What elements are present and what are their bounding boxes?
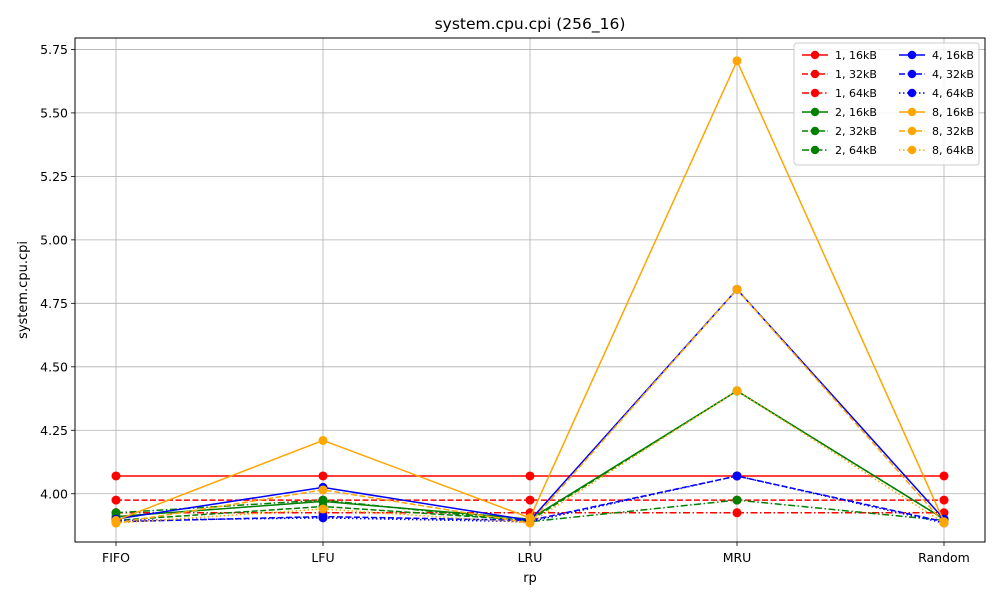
data-point: [318, 504, 328, 514]
legend-marker: [907, 145, 917, 155]
legend-entry: 1, 64kB: [802, 87, 877, 100]
legend-entry: 2, 32kB: [802, 125, 877, 138]
legend-entry: 8, 16kB: [899, 106, 974, 119]
x-tick-label: MRU: [723, 550, 752, 565]
legend-marker: [810, 88, 820, 98]
legend-label: 1, 64kB: [835, 87, 877, 100]
data-point: [732, 471, 742, 481]
y-tick-label: 4.25: [40, 423, 68, 438]
data-point: [318, 485, 328, 495]
x-axis-label: rp: [523, 571, 537, 586]
y-tick-label: 4.50: [40, 359, 68, 374]
legend-entry: 4, 16kB: [899, 49, 974, 62]
data-point: [318, 495, 328, 505]
legend-label: 8, 64kB: [932, 144, 974, 157]
series-layer: [111, 56, 949, 528]
y-axis-label: system.cpu.cpi: [16, 241, 31, 339]
chart-title: system.cpu.cpi (256_16): [435, 15, 626, 34]
legend-entry: 2, 64kB: [802, 144, 877, 157]
data-point: [111, 508, 121, 518]
x-tick-label: Random: [918, 550, 970, 565]
data-point: [525, 471, 535, 481]
legend-marker: [810, 107, 820, 117]
series-line: [115, 475, 945, 524]
data-point: [525, 518, 535, 528]
legend-label: 8, 32kB: [932, 125, 974, 138]
legend-label: 1, 16kB: [835, 49, 877, 62]
y-axis: 4.00 4.25 4.50 4.75 5.00 5.25 5.50 5.75: [40, 42, 75, 501]
data-point: [939, 495, 949, 505]
legend-label: 2, 32kB: [835, 125, 877, 138]
legend-box: [793, 42, 980, 166]
x-tick-label: LRU: [518, 550, 543, 565]
legend: 1, 16kB 1, 32kB 1, 64kB 2, 16kB 2, 32kB 2, 64…: [793, 42, 980, 166]
y-tick-label: 5.50: [40, 105, 68, 120]
legend-label: 2, 64kB: [835, 144, 877, 157]
legend-entry: 8, 32kB: [899, 125, 974, 138]
data-point: [732, 386, 742, 396]
legend-label: 8, 16kB: [932, 106, 974, 119]
data-point: [939, 471, 949, 481]
legend-entry: 4, 64kB: [899, 87, 974, 100]
data-point: [318, 435, 328, 445]
series-line: [115, 475, 945, 523]
legend-label: 4, 16kB: [932, 49, 974, 62]
legend-label: 1, 32kB: [835, 68, 877, 81]
legend-marker: [810, 50, 820, 60]
legend-marker: [810, 69, 820, 79]
data-point: [732, 56, 742, 66]
legend-marker: [907, 69, 917, 79]
data-point: [525, 495, 535, 505]
legend-marker: [810, 126, 820, 136]
data-point: [318, 471, 328, 481]
legend-marker: [907, 88, 917, 98]
legend-marker: [907, 126, 917, 136]
data-point: [732, 284, 742, 294]
y-tick-label: 5.75: [40, 42, 68, 57]
data-point: [732, 495, 742, 505]
data-point: [318, 513, 328, 523]
data-point: [732, 508, 742, 518]
legend-entry: 8, 64kB: [899, 144, 974, 157]
legend-marker: [810, 145, 820, 155]
legend-marker: [907, 50, 917, 60]
data-point: [111, 518, 121, 528]
y-tick-label: 5.00: [40, 232, 68, 247]
series-12: [111, 386, 949, 528]
data-point: [111, 495, 121, 505]
legend-entry: 1, 16kB: [802, 49, 877, 62]
legend-entry: 2, 16kB: [802, 106, 877, 119]
grid: [75, 38, 985, 542]
legend-marker: [907, 107, 917, 117]
series-line: [115, 390, 945, 522]
y-tick-label: 4.00: [40, 486, 68, 501]
legend-entry: 1, 32kB: [802, 68, 877, 81]
x-tick-label: FIFO: [102, 550, 130, 565]
legend-entry: 4, 32kB: [899, 68, 974, 81]
y-tick-label: 5.25: [40, 169, 68, 184]
x-axis: FIFO LFU LRU MRU Random: [102, 542, 970, 565]
legend-label: 2, 16kB: [835, 106, 877, 119]
legend-label: 4, 64kB: [932, 87, 974, 100]
y-tick-label: 4.75: [40, 296, 68, 311]
legend-label: 4, 32kB: [932, 68, 974, 81]
data-point: [939, 518, 949, 528]
x-tick-label: LFU: [311, 550, 334, 565]
data-point: [111, 471, 121, 481]
